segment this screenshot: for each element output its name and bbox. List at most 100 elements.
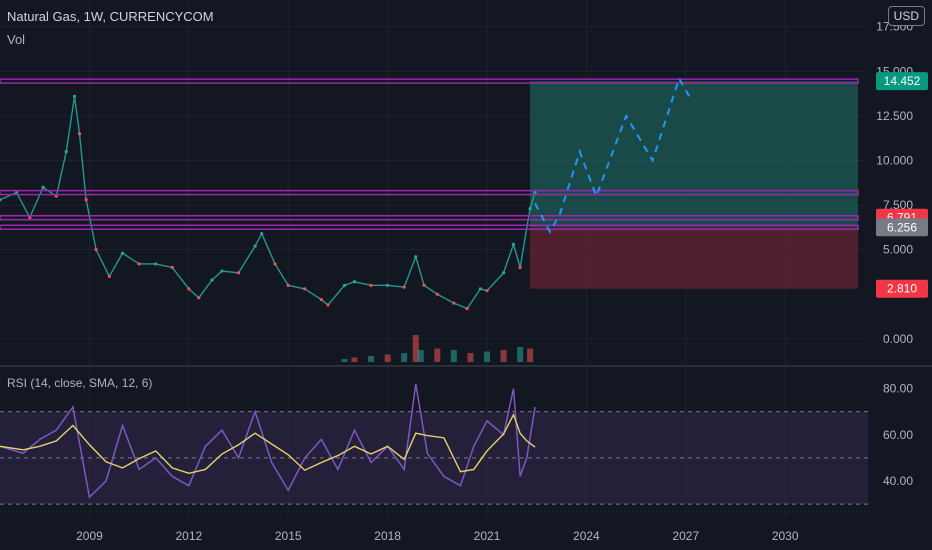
- price-line: [0, 96, 536, 310]
- x-tick-label: 2009: [76, 529, 103, 543]
- price-tag: [876, 279, 928, 298]
- volume-bar: [484, 351, 491, 362]
- rsi-ma-line: [0, 412, 536, 475]
- price-tag: [876, 72, 928, 91]
- rsi-tick-label: 80.00: [883, 382, 913, 396]
- price-point: [210, 278, 214, 282]
- price-point: [326, 303, 330, 307]
- price-point: [286, 283, 290, 287]
- price-point: [220, 269, 224, 273]
- price-tick-label: 12.500: [876, 109, 913, 123]
- price-point: [84, 198, 88, 202]
- stop-zone: [530, 227, 858, 289]
- x-tick-label: 2024: [573, 529, 600, 543]
- price-point: [273, 262, 277, 266]
- price-point: [342, 283, 347, 287]
- price-point: [0, 198, 2, 202]
- price-point: [14, 190, 19, 195]
- price-point: [236, 271, 241, 275]
- x-tick-label: 2015: [275, 529, 302, 543]
- position-zones: [530, 81, 858, 289]
- volume-bar: [417, 350, 424, 362]
- price-point: [253, 244, 257, 248]
- price-point: [107, 274, 111, 279]
- volume-bar: [500, 350, 507, 362]
- rsi-tick-label: 40.00: [883, 474, 913, 488]
- level-line: [0, 224, 859, 231]
- rsi-label: RSI (14, close, SMA, 12, 6): [7, 376, 153, 390]
- price-tick-label: 0.000: [883, 332, 913, 346]
- price-point: [465, 306, 469, 311]
- level-line: [0, 214, 859, 221]
- rsi-line: [0, 383, 536, 499]
- price-tag-label: 6.256: [887, 220, 917, 234]
- price-point: [72, 94, 77, 98]
- price-point: [197, 296, 201, 300]
- level-line: [0, 78, 859, 84]
- rsi-tick-label: 60.00: [883, 428, 913, 442]
- volume-bar: [384, 354, 391, 362]
- level-line: [0, 189, 859, 196]
- volume-bar: [434, 348, 441, 362]
- volume-bar: [527, 348, 534, 362]
- price-point: [478, 287, 482, 291]
- price-point: [64, 149, 68, 154]
- x-tick-label: 2027: [672, 529, 699, 543]
- volume-bar: [368, 356, 375, 362]
- price-point: [94, 248, 98, 252]
- price-series: [0, 94, 537, 311]
- price-point: [414, 255, 418, 259]
- price-point: [518, 265, 522, 270]
- volume-bar: [341, 359, 348, 362]
- horizontal-levels[interactable]: [0, 78, 859, 231]
- price-point: [170, 265, 174, 270]
- volume-bars: [341, 335, 534, 362]
- price-point: [154, 262, 158, 266]
- price-point: [533, 190, 537, 195]
- price-point: [501, 271, 506, 275]
- price-point: [319, 297, 323, 302]
- price-point: [54, 194, 58, 198]
- price-point: [435, 292, 439, 296]
- x-tick-label: 2030: [772, 529, 799, 543]
- price-point: [369, 283, 373, 287]
- price-point: [528, 207, 532, 211]
- volume-label: Vol: [7, 32, 26, 47]
- x-tick-label: 2012: [175, 529, 202, 543]
- x-tick-label: 2018: [374, 529, 401, 543]
- volume-bar: [351, 357, 358, 362]
- price-tick-label: 5.000: [883, 243, 913, 257]
- price-point: [260, 232, 264, 236]
- price-point: [452, 301, 456, 305]
- price-tick-label: 7.500: [883, 198, 913, 212]
- price-tag-label: 14.452: [884, 74, 921, 88]
- rsi-panel: [0, 383, 868, 505]
- volume-bar: [467, 353, 474, 362]
- price-point: [28, 215, 32, 220]
- volume-bar: [401, 353, 408, 362]
- price-point: [402, 285, 406, 289]
- price-tick-label: 10.000: [876, 153, 913, 167]
- price-point: [511, 242, 516, 246]
- price-point: [41, 185, 45, 189]
- x-tick-label: 2021: [474, 529, 501, 543]
- price-point: [386, 283, 390, 287]
- price-tag-label: 2.810: [887, 282, 917, 296]
- price-point: [187, 287, 191, 291]
- target-zone: [530, 81, 858, 228]
- price-point: [485, 289, 489, 293]
- currency-button[interactable]: USD: [887, 6, 925, 26]
- price-point: [352, 280, 357, 284]
- price-point: [137, 262, 141, 266]
- volume-bar: [412, 335, 419, 362]
- volume-bar: [517, 347, 524, 362]
- volume-bar: [450, 350, 457, 362]
- price-point: [77, 132, 82, 136]
- price-point: [422, 283, 426, 287]
- price-tag: [876, 218, 928, 237]
- chart-title: Natural Gas, 1W, CURRENCYCOM: [7, 9, 214, 24]
- price-point: [303, 287, 307, 291]
- price-point: [120, 251, 125, 255]
